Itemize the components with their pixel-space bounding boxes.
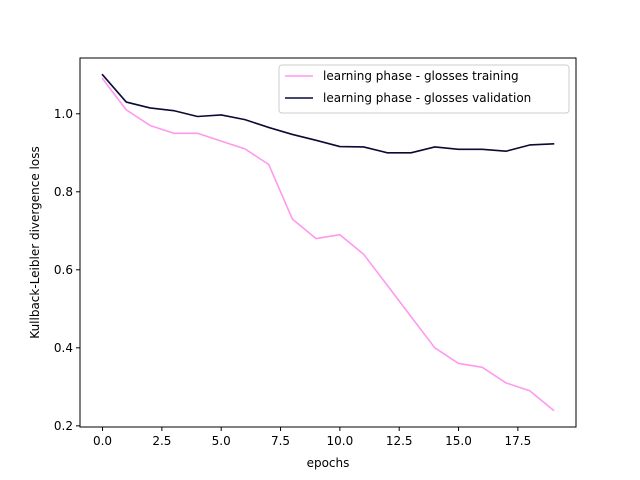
- y-tick-label: 0.6: [54, 263, 73, 277]
- x-tick-label: 10.0: [327, 434, 354, 448]
- x-tick-label: 12.5: [386, 434, 413, 448]
- y-tick-label: 0.2: [54, 419, 73, 433]
- x-tick-label: 0.0: [93, 434, 112, 448]
- y-axis-ticks: 0.2 0.4 0.6 0.8 1.0: [54, 107, 80, 433]
- x-axis-label: epochs: [307, 456, 350, 470]
- x-tick-label: 7.5: [271, 434, 290, 448]
- x-tick-label: 5.0: [212, 434, 231, 448]
- legend-entry-1: learning phase - glosses training: [323, 69, 519, 83]
- axes-frame: [79, 57, 577, 428]
- legend-entry-2: learning phase - glosses validation: [323, 91, 531, 105]
- legend: learning phase - glosses training learnin…: [278, 64, 570, 114]
- x-axis-ticks: 0.0 2.5 5.0 7.5 10.0 12.5 15.0 17.5: [93, 427, 531, 448]
- x-tick-label: 15.0: [445, 434, 472, 448]
- x-tick-label: 17.5: [504, 434, 531, 448]
- x-tick-label: 2.5: [152, 434, 171, 448]
- series-line-1: [101, 77, 555, 412]
- series-line-2: [101, 73, 555, 154]
- y-tick-label: 0.8: [54, 185, 73, 199]
- series-layer: [101, 73, 555, 412]
- y-tick-label: 0.4: [54, 341, 73, 355]
- y-tick-label: 1.0: [54, 107, 73, 121]
- legend-box: [278, 64, 570, 114]
- y-axis-label: Kullback-Leibler divergence loss: [28, 146, 42, 338]
